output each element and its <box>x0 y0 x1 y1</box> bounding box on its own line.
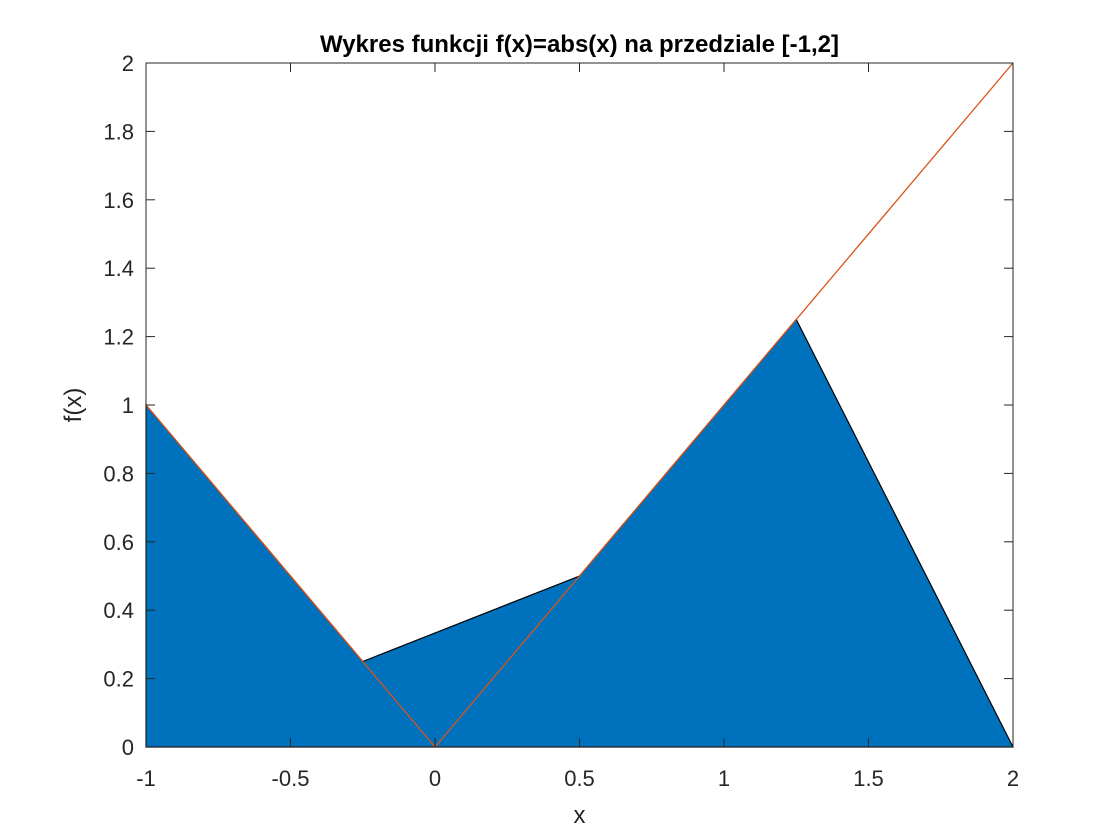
x-tick-label: 0.5 <box>564 766 595 791</box>
chart-title: Wykres funkcji f(x)=abs(x) na przedziale… <box>320 31 839 58</box>
y-tick-label: 1.4 <box>103 256 134 281</box>
y-tick-label: 0.4 <box>103 598 134 623</box>
axes-layer: -1 -0.5 0 0.5 1 1.5 2 0 0.2 0.4 0.6 0.8 1 1.2 1.4 1.6 1.… <box>103 51 1019 791</box>
y-tick-label: 0.6 <box>103 530 134 555</box>
y-tick-label: 1.6 <box>103 188 134 213</box>
x-tick-label: 0 <box>429 766 441 791</box>
x-tick-label: -1 <box>136 766 156 791</box>
x-tick-label: -0.5 <box>272 766 310 791</box>
x-axis-label: x <box>574 802 586 829</box>
y-axis-label: f(x) <box>60 388 87 423</box>
y-tick-label: 1.8 <box>103 119 134 144</box>
y-tick-label: 2 <box>122 51 134 76</box>
y-tick-label: 1.2 <box>103 325 134 350</box>
y-tick-label: 0.8 <box>103 461 134 486</box>
x-tick-label: 1.5 <box>853 766 884 791</box>
x-tick-label: 1 <box>718 766 730 791</box>
y-tick-label: 1 <box>122 393 134 418</box>
y-tick-label: 0.2 <box>103 667 134 692</box>
plot-area: -1 -0.5 0 0.5 1 1.5 2 0 0.2 0.4 0.6 0.8 1 1.2 1.4 1.6 1.… <box>103 51 1019 791</box>
y-tick-label: 0 <box>122 735 134 760</box>
x-tick-label: 2 <box>1007 766 1019 791</box>
